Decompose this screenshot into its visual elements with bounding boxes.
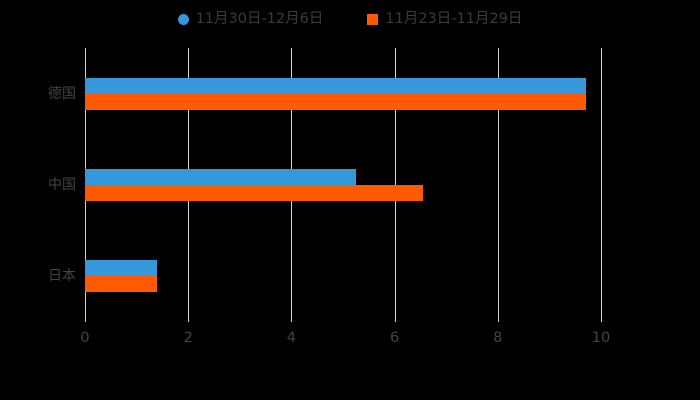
x-axis-label-0: 0 xyxy=(80,330,90,346)
legend-marker-circle-blue-icon xyxy=(177,13,189,25)
bar-日本-series-2[interactable] xyxy=(85,276,158,293)
x-axis-label-6: 6 xyxy=(389,330,400,346)
x-axis-label-10: 10 xyxy=(591,330,611,346)
legend-item-series-2[interactable]: 11月23日-11月29日 xyxy=(367,11,522,27)
y-axis-tick-labels: 德国 中国 日本 xyxy=(0,48,76,322)
y-axis-label-德国: 德国 xyxy=(48,85,76,102)
x-axis-label-4: 4 xyxy=(286,330,297,346)
gridline-x-4 xyxy=(497,48,499,322)
legend-label-series-1: 11月30日-12月6日 xyxy=(195,11,324,27)
bar-中国-series-2[interactable] xyxy=(85,185,423,201)
bar-日本-series-1[interactable] xyxy=(85,260,158,277)
legend-label-series-2: 11月23日-11月29日 xyxy=(385,11,523,27)
x-axis-label-8: 8 xyxy=(493,330,503,346)
gridline-x-5 xyxy=(601,48,602,322)
bar-中国-series-1[interactable] xyxy=(85,169,356,185)
bar-德国-series-2[interactable] xyxy=(85,93,586,110)
chart-legend: 11月30日-12月6日 11月23日-11月29日 xyxy=(0,8,700,30)
legend-marker-square-orange-icon xyxy=(367,13,379,25)
x-axis-label-2: 2 xyxy=(183,330,193,346)
x-axis-tick-labels: 0 2 4 6 8 10 xyxy=(80,328,610,352)
plot-area xyxy=(85,48,602,322)
legend-item-series-1[interactable]: 11月30日-12月6日 xyxy=(177,11,324,27)
y-axis-label-日本: 日本 xyxy=(48,268,76,285)
bar-德国-series-1[interactable] xyxy=(85,77,586,94)
y-axis-label-中国: 中国 xyxy=(48,177,76,193)
